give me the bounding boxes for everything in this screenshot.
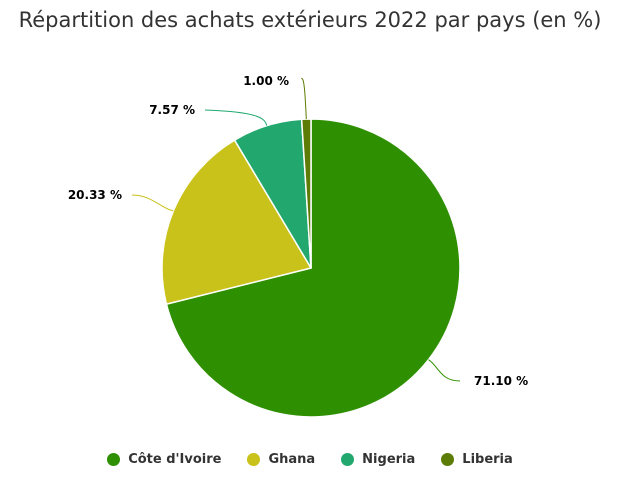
legend-swatch-liberia <box>441 453 455 466</box>
pie-slices <box>161 118 461 418</box>
data-label-nigeria: 7.57 % <box>149 103 195 117</box>
label-connectors <box>131 78 461 382</box>
legend-label-liberia: Liberia <box>462 452 513 467</box>
legend-label-ghana: Ghana <box>268 452 316 467</box>
connector-nigeria <box>204 109 268 126</box>
data-label-cote-d-ivoire: 71.10 % <box>474 374 528 388</box>
legend: Côte d'Ivoire Ghana Nigeria Liberia <box>0 452 620 467</box>
connector-ghana <box>131 194 174 212</box>
connector-cote-d-ivoire <box>428 359 461 382</box>
legend-label-nigeria: Nigeria <box>362 452 416 467</box>
connector-liberia <box>300 78 307 120</box>
data-label-ghana: 20.33 % <box>68 188 122 202</box>
legend-label-cote-divoire: Côte d'Ivoire <box>128 452 222 467</box>
pie-slice-liberia[interactable] <box>300 118 312 269</box>
legend-swatch-nigeria <box>341 453 355 466</box>
chart-title: Répartition des achats extérieurs 2022 p… <box>18 8 602 32</box>
data-labels: 71.10 % 20.33 % 7.57 % 1.00 % <box>68 74 528 388</box>
legend-item-cote-divoire[interactable]: Côte d'Ivoire <box>107 452 221 467</box>
pie-slice-ghana[interactable] <box>161 139 312 305</box>
legend-swatch-ghana <box>247 453 261 466</box>
legend-swatch-cote-divoire <box>107 453 121 466</box>
legend-item-liberia[interactable]: Liberia <box>441 452 513 467</box>
pie-slice-cote-d-ivoire[interactable] <box>165 118 461 418</box>
data-label-liberia: 1.00 % <box>243 74 289 88</box>
legend-item-ghana[interactable]: Ghana <box>247 452 315 467</box>
legend-item-nigeria[interactable]: Nigeria <box>341 452 415 467</box>
